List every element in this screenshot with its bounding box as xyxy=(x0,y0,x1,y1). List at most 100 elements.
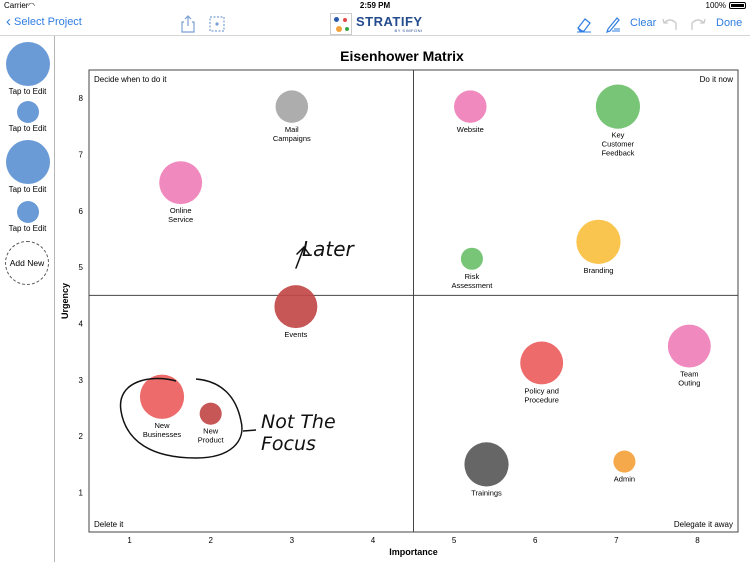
x-tick-label: 3 xyxy=(290,536,295,545)
bubble-circle xyxy=(454,90,487,123)
bubble-circle xyxy=(199,402,222,425)
bubble-circle xyxy=(595,84,641,129)
y-tick-label: 8 xyxy=(79,94,84,103)
x-tick-label: 2 xyxy=(208,536,213,545)
undo-icon[interactable] xyxy=(660,14,680,34)
ink-circle xyxy=(119,377,243,459)
chevron-left-icon: ‹ xyxy=(6,13,11,30)
bubble-template-large xyxy=(5,140,50,184)
bubble-label: Website xyxy=(457,125,484,134)
app-logo: STRATIFY BY SIMFONI xyxy=(330,13,423,35)
bubble-label: New Product xyxy=(198,427,225,445)
add-new-button[interactable]: Add New xyxy=(5,241,49,285)
bubble-circle xyxy=(613,450,636,473)
app-name: STRATIFY xyxy=(356,14,423,29)
y-tick-label: 1 xyxy=(79,489,84,498)
app-subtitle: BY SIMFONI xyxy=(394,28,423,33)
sidebar-item[interactable]: Tap to Edit xyxy=(0,140,55,194)
bubble[interactable]: New Product xyxy=(198,402,225,445)
bubble-circle xyxy=(520,341,564,385)
redo-icon[interactable] xyxy=(688,14,708,34)
bubble-label: Key Customer Feedback xyxy=(601,131,634,158)
chart-canvas: Eisenhower Matrix 1 2 3 4 5 6 7 8 1 2 3 4 5 6 7 8 Impor… xyxy=(60,48,739,557)
sidebar-item-label: Tap to Edit xyxy=(8,87,47,96)
status-time: 2:59 PM xyxy=(359,1,391,10)
bubble-circle xyxy=(139,374,185,419)
bubble[interactable]: Branding xyxy=(576,219,621,275)
bubble-label: Trainings xyxy=(471,488,502,497)
sidebar: Tap to Edit Tap to Edit Tap to Edit Tap … xyxy=(0,36,55,562)
bubbles: Mail Campaigns Online Service Website Key Cust… xyxy=(139,84,711,497)
x-tick-label: 1 xyxy=(127,536,132,545)
quadrant-label-bottom-left: Delete it xyxy=(94,520,124,529)
y-tick-label: 5 xyxy=(79,263,84,272)
x-tick-label: 8 xyxy=(695,536,700,545)
bubble-circle xyxy=(460,247,483,270)
annotation-not-the: Not The xyxy=(261,411,336,433)
battery-percent: 100% xyxy=(705,1,726,10)
y-axis-label: Urgency xyxy=(60,283,70,319)
bubble-circle xyxy=(576,219,621,264)
x-tick-label: 4 xyxy=(371,536,376,545)
bubble[interactable]: Website xyxy=(454,90,487,134)
battery-icon xyxy=(729,2,746,9)
sidebar-item[interactable]: Tap to Edit xyxy=(0,201,55,233)
carrier-label: Carrier xyxy=(4,1,29,10)
eisenhower-chart: Eisenhower Matrix 1 2 3 4 5 6 7 8 1 2 3 4 5 6 7 8 Impor… xyxy=(56,36,750,562)
bubble-circle xyxy=(274,285,318,329)
bubble-circle xyxy=(275,90,309,123)
pen-icon[interactable] xyxy=(603,14,623,34)
sidebar-item[interactable]: Tap to Edit xyxy=(0,101,55,133)
bubble-label: Online Service xyxy=(168,206,193,224)
sidebar-item-label: Tap to Edit xyxy=(8,124,47,133)
bubble[interactable]: Trainings xyxy=(464,442,509,497)
bubble[interactable]: Team Outing xyxy=(667,324,711,388)
annotation-focus: Focus xyxy=(261,433,316,455)
bubble[interactable]: Policy and Procedure xyxy=(520,341,564,405)
bubble-circle xyxy=(464,442,509,487)
bubble[interactable]: Risk Assessment xyxy=(451,247,493,290)
y-tick-label: 2 xyxy=(79,432,84,441)
quadrant-label-bottom-right: Delegate it away xyxy=(674,520,733,529)
bubble-label: Risk Assessment xyxy=(451,272,493,290)
bubble-label: Admin xyxy=(614,475,635,484)
y-tick-label: 3 xyxy=(79,376,84,385)
bubble[interactable]: New Businesses xyxy=(139,374,185,439)
ink-annotations: Later Not The Focus xyxy=(119,237,356,459)
sidebar-item[interactable]: Tap to Edit xyxy=(0,42,55,96)
axis-ticks: 1 2 3 4 5 6 7 8 1 2 3 4 5 6 7 8 xyxy=(79,94,701,545)
bubble-circle xyxy=(667,324,711,368)
bubble[interactable]: Key Customer Feedback xyxy=(595,84,641,158)
sidebar-item-label: Tap to Edit xyxy=(8,185,47,194)
bubble-template-large xyxy=(5,42,50,86)
bubble-label: Branding xyxy=(583,266,613,275)
bubble[interactable]: Online Service xyxy=(159,161,203,224)
add-new-label: Add New xyxy=(9,258,45,268)
sidebar-item-label: Tap to Edit xyxy=(8,224,47,233)
quadrant-label-top-right: Do it now xyxy=(700,75,734,84)
select-project-button[interactable]: ‹ Select Project xyxy=(6,13,82,30)
bubble-circle xyxy=(159,161,203,205)
select-project-label: Select Project xyxy=(14,16,82,28)
bubble-template-small xyxy=(16,201,39,223)
ink-dash xyxy=(242,429,257,432)
bubble[interactable]: Admin xyxy=(613,450,636,484)
y-tick-label: 6 xyxy=(79,207,84,216)
bubble[interactable]: Events xyxy=(274,285,318,339)
clear-button[interactable]: Clear xyxy=(630,17,657,29)
done-button[interactable]: Done xyxy=(716,17,743,29)
status-bar: Carrier ◠ 2:59 PM 100% xyxy=(0,0,750,12)
y-tick-label: 7 xyxy=(79,151,84,160)
bubble-template-small xyxy=(16,101,39,123)
chart-title: Eisenhower Matrix xyxy=(340,48,464,64)
bubble-label: Policy and Procedure xyxy=(524,386,559,404)
y-tick-label: 4 xyxy=(79,320,84,329)
share-icon[interactable] xyxy=(178,14,198,34)
x-tick-label: 7 xyxy=(614,536,619,545)
screenshot-icon[interactable] xyxy=(207,14,227,34)
ink-arrow xyxy=(295,245,310,269)
quadrant-label-top-left: Decide when to do it xyxy=(94,75,167,84)
eraser-icon[interactable] xyxy=(574,14,594,34)
bubble[interactable]: Mail Campaigns xyxy=(273,90,311,143)
x-tick-label: 6 xyxy=(533,536,538,545)
